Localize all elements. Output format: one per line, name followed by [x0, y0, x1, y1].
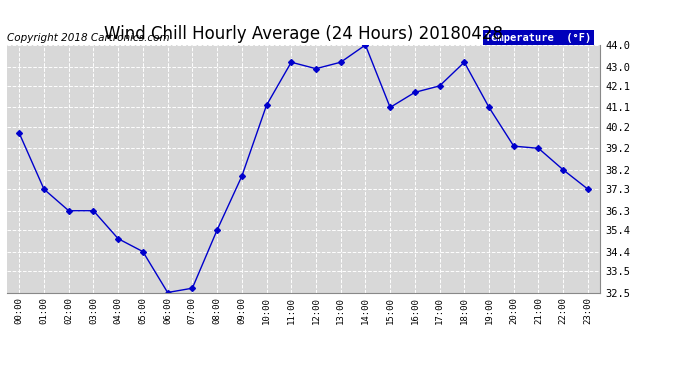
- Title: Wind Chill Hourly Average (24 Hours) 20180428: Wind Chill Hourly Average (24 Hours) 201…: [104, 26, 503, 44]
- Text: Temperature  (°F): Temperature (°F): [485, 33, 591, 42]
- Text: Copyright 2018 Cartronics.com: Copyright 2018 Cartronics.com: [7, 33, 170, 42]
